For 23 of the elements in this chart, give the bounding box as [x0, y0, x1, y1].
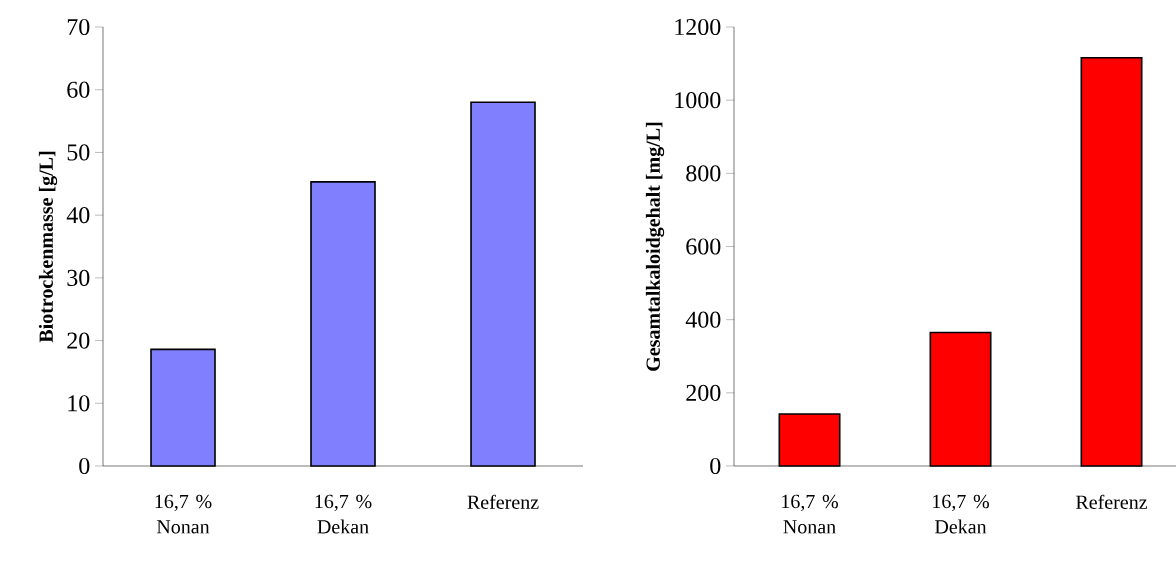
y-tick-label: 200: [686, 384, 721, 401]
y-tick-label: 1200: [675, 18, 721, 36]
y-tick-label: 800: [686, 165, 721, 182]
y-tick-label: 50: [67, 144, 90, 161]
y-tick-label: 70: [67, 18, 90, 36]
x-tick-label: 16,7 % Nonan: [155, 494, 212, 534]
y-tick-label: 40: [66, 207, 90, 224]
x-tick-label: Referenz: [1076, 494, 1148, 509]
y-tick-label: 1000: [675, 92, 721, 109]
y-tick-label: 10: [68, 395, 90, 412]
y-axis-title: Biotrockenmasse [g/L]: [38, 151, 58, 343]
y-tick-label: 20: [67, 332, 90, 349]
x-tick-label: 16,7 % Dekan: [315, 494, 372, 534]
x-tick-label: Referenz: [467, 494, 539, 509]
y-tick-label: 0: [79, 457, 90, 475]
x-tick-label: 16,7 % Nonan: [782, 494, 838, 534]
y-tick-label: 60: [67, 81, 90, 98]
y-tick-label: 600: [686, 238, 721, 255]
x-tick-label: 16,7 % Dekan: [933, 494, 989, 534]
y-tick-label: 30: [67, 269, 90, 286]
y-tick-label: 400: [685, 311, 721, 328]
y-axis-title: Gesamtalkaloidgehalt [mg/L]: [645, 122, 665, 371]
y-tick-label: 0: [710, 457, 721, 475]
